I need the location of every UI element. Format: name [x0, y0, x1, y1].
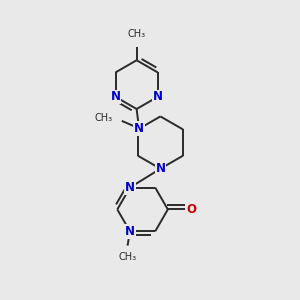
Text: CH₃: CH₃	[118, 252, 136, 262]
Text: N: N	[134, 122, 144, 135]
Text: N: N	[153, 90, 163, 103]
Text: N: N	[125, 225, 135, 238]
Text: N: N	[110, 90, 121, 103]
Text: O: O	[186, 203, 196, 216]
Text: CH₃: CH₃	[128, 29, 146, 39]
Text: CH₃: CH₃	[95, 113, 113, 124]
Text: N: N	[155, 162, 165, 175]
Text: N: N	[125, 181, 135, 194]
